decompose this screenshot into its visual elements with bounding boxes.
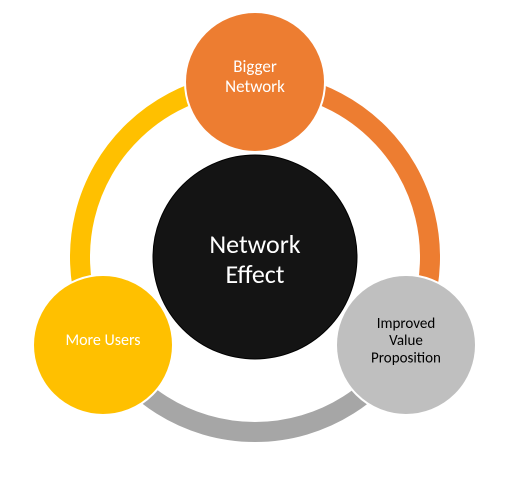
node-label-bigger-network: BiggerNetwork	[225, 56, 285, 97]
diagram-svg: NetworkEffect BiggerNetwork ImprovedValueP…	[0, 0, 510, 500]
node-bigger-network: BiggerNetwork	[185, 12, 325, 152]
network-effect-diagram: NetworkEffect BiggerNetwork ImprovedValueP…	[0, 0, 510, 500]
node-more-users: More Users	[33, 275, 173, 415]
center-node: NetworkEffect	[153, 155, 357, 359]
node-improved-value-proposition: ImprovedValueProposition	[336, 275, 476, 415]
node-label-more-users: More Users	[65, 331, 140, 350]
